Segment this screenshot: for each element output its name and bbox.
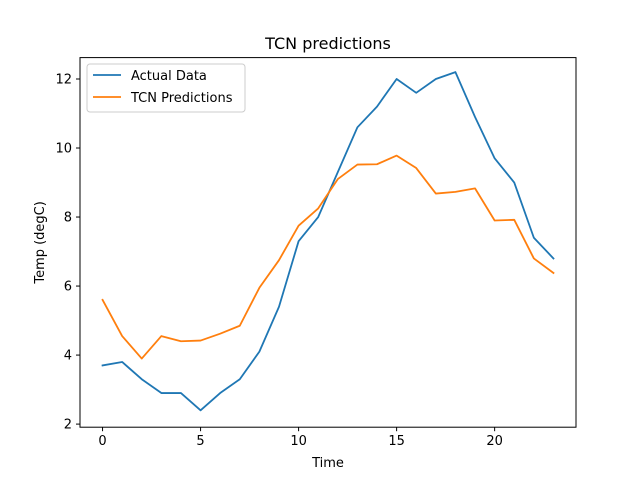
y-tick-label-8: 8	[64, 211, 72, 226]
y-axis-label: Temp (degC)	[33, 201, 48, 285]
x-tick-label-0: 0	[98, 434, 106, 449]
legend-label-tcn-predictions: TCN Predictions	[130, 91, 233, 106]
y-tick-label-12: 12	[55, 72, 72, 87]
x-axis-label: Time	[311, 456, 344, 471]
legend: Actual Data TCN Predictions	[86, 63, 246, 113]
chart-title: TCN predictions	[264, 34, 391, 53]
plot-frame	[79, 57, 577, 428]
legend-label-actual-data: Actual Data	[131, 69, 207, 84]
legend-frame	[86, 63, 246, 113]
series-line-actual-data	[101, 71, 555, 412]
x-tick-label-5: 5	[196, 434, 204, 449]
plot-layer: 0 5 10 15 20 2 4 6 8 10 12	[55, 71, 555, 449]
y-tick-label-2: 2	[64, 418, 72, 433]
y-tick-label-4: 4	[64, 349, 72, 364]
x-tick-label-15: 15	[388, 434, 405, 449]
series-line-tcn-predictions	[101, 154, 555, 360]
y-tick-label-6: 6	[64, 280, 72, 295]
y-tick-label-10: 10	[55, 142, 72, 157]
x-tick-label-20: 20	[486, 434, 503, 449]
x-tick-label-10: 10	[290, 434, 307, 449]
